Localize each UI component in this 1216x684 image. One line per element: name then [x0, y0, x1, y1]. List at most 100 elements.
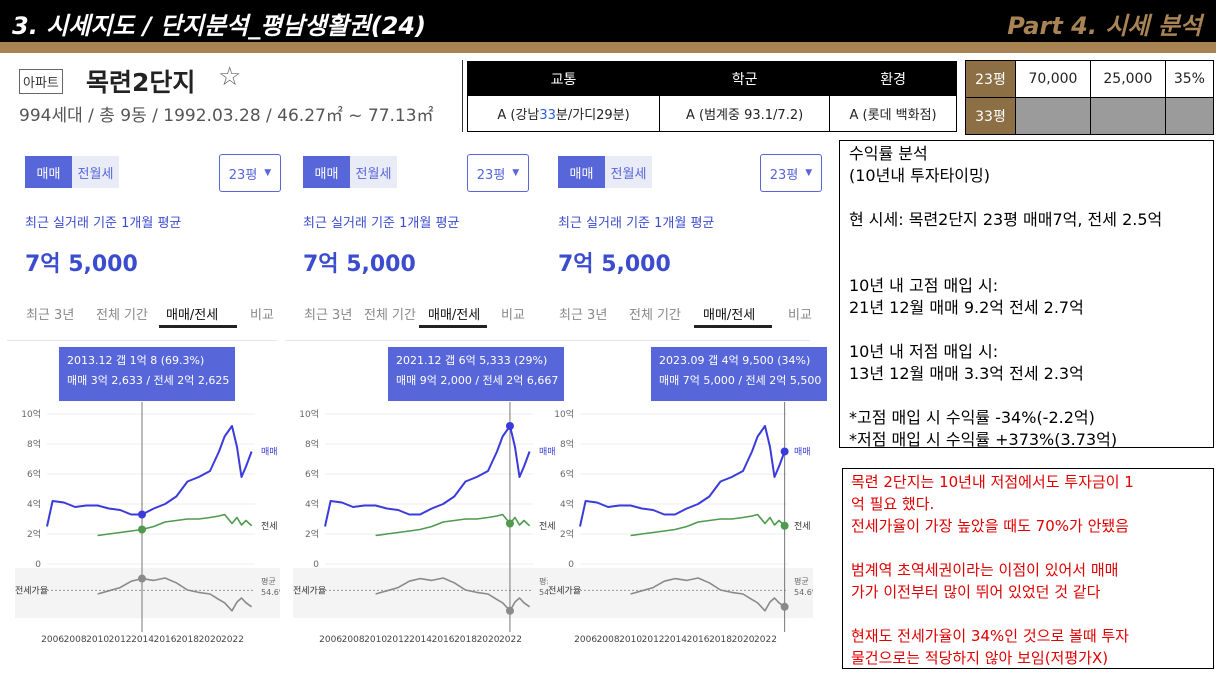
x-tick-label: 2022 [754, 635, 777, 645]
x-tick-label: 2008 [342, 635, 365, 645]
y-tick-label: 2억 [27, 528, 41, 540]
y-tick-label: 8억 [27, 438, 41, 450]
average-label: 평균 [539, 576, 554, 586]
tab-sale-jeonse[interactable]: 매매/전세 [428, 308, 481, 323]
tooltip-line: 매매 7억 5,000 / 전세 2억 5,500 [659, 374, 822, 387]
tab-all-period[interactable]: 전체 기간 [96, 308, 148, 323]
high-buy-return: *고점 매입 시 수익률 -34%(-2.2억) [849, 408, 1095, 427]
x-tick-label: 2008 [597, 635, 620, 645]
return-analysis-box: 수익률 분석 (10년내 투자타이밍) 현 시세: 목련2단지 23평 매매7억… [839, 140, 1214, 449]
lease-button[interactable]: 전월세 [350, 156, 397, 188]
low-buy-value: 13년 12월 매매 3.3억 전세 2.3억 [849, 364, 1084, 383]
chevron-down-icon: ▼ [264, 168, 272, 178]
average-price: 7억 5,000 [25, 252, 138, 277]
average-label: 평균 [794, 576, 809, 586]
high-buy-title: 10년 내 고점 매입 시: [849, 276, 999, 295]
conclusion-line: 범계역 초역세권이라는 이점이 있어서 매매 [851, 561, 1119, 579]
low-buy-title: 10년 내 저점 매입 시: [849, 342, 999, 361]
x-tick-label: 2018 [176, 635, 199, 645]
trade-type-toggle: 매매 전월세 [303, 156, 397, 188]
complex-name: 목련2단지 [86, 68, 196, 97]
marker-point [780, 521, 789, 530]
sale-button[interactable]: 매매 [25, 156, 72, 188]
y-tick-label: 4억 [27, 498, 41, 510]
tab-indicator [694, 325, 772, 328]
tab-divider [7, 340, 277, 341]
x-tick-label: 2016 [432, 635, 455, 645]
part-label: Part 4. 시세 분석 [1007, 12, 1202, 40]
y-tick-label: 8억 [560, 438, 574, 450]
tab-sale-jeonse[interactable]: 매매/전세 [703, 308, 756, 323]
jeonse-price [1089, 97, 1166, 135]
x-tick-label: 2006 [574, 635, 597, 645]
x-tick-label: 2022 [221, 635, 244, 645]
transport-suffix: 분/가디29분) [555, 108, 630, 123]
tab-recent-3y[interactable]: 최근 3년 [26, 308, 75, 323]
tab-divider [285, 340, 555, 341]
lease-button[interactable]: 전월세 [72, 156, 119, 188]
trade-type-toggle: 매매 전월세 [25, 156, 119, 188]
x-tick-label: 2020 [732, 635, 755, 645]
tab-recent-3y[interactable]: 최근 3년 [304, 308, 353, 323]
sale-button[interactable]: 매매 [558, 156, 605, 188]
tab-divider [540, 340, 810, 341]
x-tick-label: 2016 [154, 635, 177, 645]
tab-all-period[interactable]: 전체 기간 [629, 308, 681, 323]
ratio-band [293, 568, 558, 618]
analysis-subtitle: (10년내 투자타이밍) [849, 166, 990, 185]
eval-school: A (범계중 93.1/7.2) [659, 95, 831, 132]
series-line-2 [375, 577, 531, 612]
jeonse-ratio [1164, 97, 1215, 135]
ratio-label: 전세가율 [15, 585, 48, 596]
sale-button[interactable]: 매매 [303, 156, 350, 188]
conclusion-line: 전세가율이 가장 높았을 때도 70%가 안됐음 [851, 517, 1129, 535]
price-chart[interactable]: 10억8억6억4억2억0전세가율평균54.6%매매전세2006200820102… [293, 402, 558, 652]
tab-compare[interactable]: 비교 [250, 308, 274, 323]
trade-type-toggle: 매매 전월세 [558, 156, 652, 188]
y-tick-label: 10억 [554, 408, 574, 420]
series-label: 매매 [539, 447, 556, 458]
series-line-2 [97, 577, 253, 612]
x-tick-label: 2016 [687, 635, 710, 645]
pyeong-dropdown[interactable]: 23평 ▼ [219, 154, 281, 192]
tab-recent-3y[interactable]: 최근 3년 [559, 308, 608, 323]
marker-point [138, 510, 147, 519]
tab-compare[interactable]: 비교 [788, 308, 812, 323]
y-tick-label: 2억 [560, 528, 574, 540]
lease-button[interactable]: 전월세 [605, 156, 652, 188]
marker-point [505, 606, 514, 615]
marker-point [138, 525, 147, 534]
favorite-star-icon[interactable]: ☆ [218, 62, 242, 92]
average-price: 7억 5,000 [303, 252, 416, 277]
y-tick-label: 6억 [27, 468, 41, 480]
tab-compare[interactable]: 비교 [501, 308, 525, 323]
dropdown-value: 23평 [769, 167, 799, 183]
conclusion-line: 물건으로는 적당하지 않아 보임(저평가X) [851, 649, 1109, 667]
tab-indicator [159, 325, 237, 328]
tab-sale-jeonse[interactable]: 매매/전세 [166, 308, 219, 323]
average-price: 7억 5,000 [558, 252, 671, 277]
price-panel: 매매 전월세 23평 ▼ 최근 실거래 기준 1개월 평균 7억 5,000 최근… [7, 140, 281, 652]
eval-transport: A (강남33분/가디29분) [466, 95, 661, 132]
x-tick-label: 2020 [199, 635, 222, 645]
dropdown-value: 23평 [228, 167, 258, 183]
x-tick-label: 2018 [454, 635, 477, 645]
low-buy-return: *저점 매입 시 수익률 +373%(3.73억) [849, 430, 1118, 449]
average-label: 최근 실거래 기준 1개월 평균 [558, 216, 715, 231]
x-tick-label: 2020 [477, 635, 500, 645]
pyeong-dropdown[interactable]: 23평 ▼ [467, 154, 529, 192]
analysis-title: 수익률 분석 [849, 144, 928, 163]
pyeong-dropdown[interactable]: 23평 ▼ [760, 154, 822, 192]
tab-all-period[interactable]: 전체 기간 [364, 308, 416, 323]
ratio-band [548, 568, 813, 618]
x-tick-label: 2006 [41, 635, 64, 645]
price-panel: 매매 전월세 23평 ▼ 최근 실거래 기준 1개월 평균 7억 5,000 최근… [540, 140, 827, 652]
x-tick-label: 2010 [86, 635, 109, 645]
price-row: 33평 [965, 97, 1215, 135]
price-chart[interactable]: 10억8억6억4억2억0전세가율평균54.6%매매전세2006200820102… [548, 402, 813, 652]
price-chart[interactable]: 10억8억6억4억2억0전세가율평균54.6%매매전세2006200820102… [15, 402, 280, 652]
complex-meta: 994세대 / 총 9동 / 1992.03.28 / 46.27㎡ ~ 77.… [19, 106, 434, 126]
x-tick-label: 2014 [131, 635, 154, 645]
series-line-1 [375, 513, 531, 537]
series-label: 전세 [261, 521, 278, 532]
